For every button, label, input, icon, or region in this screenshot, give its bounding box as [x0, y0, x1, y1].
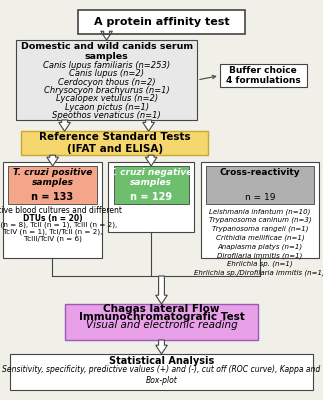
FancyBboxPatch shape: [65, 304, 258, 340]
Text: Buffer choice
4 formulations: Buffer choice 4 formulations: [226, 66, 301, 85]
FancyBboxPatch shape: [220, 64, 307, 87]
Text: Immunochromatografic Test: Immunochromatografic Test: [78, 312, 245, 322]
Text: Chagas lateral Flow: Chagas lateral Flow: [103, 304, 220, 314]
Text: Crithidia mellificae (n=1): Crithidia mellificae (n=1): [215, 234, 304, 241]
Text: Leishmania infantum (n=10): Leishmania infantum (n=10): [209, 208, 310, 215]
Text: Speothos venaticus (n=1): Speothos venaticus (n=1): [52, 111, 161, 120]
Text: Trypanosoma caninum (n=3): Trypanosoma caninum (n=3): [209, 217, 311, 223]
Polygon shape: [143, 120, 154, 131]
Text: Ehrlichia sp. (n=1): Ehrlichia sp. (n=1): [227, 261, 293, 267]
Text: Statistical Analysis: Statistical Analysis: [109, 356, 214, 366]
Text: Cross-reactivity: Cross-reactivity: [220, 168, 300, 177]
Polygon shape: [101, 31, 112, 40]
FancyBboxPatch shape: [8, 166, 97, 204]
Text: DTUs (n = 20): DTUs (n = 20): [23, 214, 82, 223]
Polygon shape: [47, 155, 58, 166]
Text: Lycalopex vetulus (n=2): Lycalopex vetulus (n=2): [56, 94, 158, 104]
FancyBboxPatch shape: [3, 162, 102, 258]
Text: Canis lupus familiaris (n=253): Canis lupus familiaris (n=253): [43, 61, 170, 70]
FancyBboxPatch shape: [10, 354, 313, 390]
Text: T. cruzi negative
samples: T. cruzi negative samples: [109, 168, 193, 187]
Polygon shape: [156, 340, 167, 354]
Text: Ehrlichia sp./Dirofilaria immitis (n=1): Ehrlichia sp./Dirofilaria immitis (n=1): [194, 270, 323, 276]
Text: n = 133: n = 133: [31, 192, 74, 202]
Text: Cerdocyon thous (n=2): Cerdocyon thous (n=2): [58, 78, 155, 87]
Text: Visual and electronic reading: Visual and electronic reading: [86, 320, 237, 330]
FancyBboxPatch shape: [201, 162, 319, 258]
FancyBboxPatch shape: [16, 40, 197, 120]
FancyBboxPatch shape: [78, 10, 245, 34]
FancyBboxPatch shape: [206, 166, 314, 204]
Text: Lycaon pictus (n=1): Lycaon pictus (n=1): [65, 103, 149, 112]
Text: Trypanosoma rangeli (n=1): Trypanosoma rangeli (n=1): [212, 226, 308, 232]
Text: TcIII/TcIV (n = 6): TcIII/TcIV (n = 6): [24, 236, 82, 242]
Text: Domestic and wild canids serum
samples: Domestic and wild canids serum samples: [21, 42, 193, 62]
FancyBboxPatch shape: [114, 166, 189, 204]
Text: n = 19: n = 19: [245, 193, 275, 202]
Polygon shape: [59, 120, 70, 131]
Text: n = 129: n = 129: [130, 192, 172, 202]
FancyBboxPatch shape: [108, 162, 194, 232]
Polygon shape: [156, 276, 167, 304]
Text: TcI (n = 8), TcII (n = 1), TcIII (n = 2),: TcI (n = 8), TcII (n = 1), TcIII (n = 2)…: [0, 222, 117, 228]
Text: A protein affinity test: A protein affinity test: [94, 17, 229, 27]
FancyBboxPatch shape: [21, 131, 208, 155]
Text: Chrysocyon brachyurus (n=1): Chrysocyon brachyurus (n=1): [44, 86, 170, 95]
Text: Positive blood cultures and different: Positive blood cultures and different: [0, 206, 122, 214]
Text: Canis lupus (n=2): Canis lupus (n=2): [69, 69, 144, 78]
Text: Sensitivity, specificity, predictive values (+) and (-), cut off (ROC curve), Ka: Sensitivity, specificity, predictive val…: [2, 365, 321, 385]
Text: TcIV (n = 1), TcI/TcII (n = 2),: TcIV (n = 1), TcI/TcII (n = 2),: [3, 229, 102, 235]
Polygon shape: [145, 155, 157, 166]
Text: Reference Standard Tests
(IFAT and ELISA): Reference Standard Tests (IFAT and ELISA…: [39, 132, 191, 154]
Text: Dirofilaria immitis (n=1): Dirofilaria immitis (n=1): [217, 252, 303, 259]
Text: T. cruzi positive
samples: T. cruzi positive samples: [13, 168, 92, 187]
Text: Anaplasma platys (n=1): Anaplasma platys (n=1): [217, 243, 302, 250]
